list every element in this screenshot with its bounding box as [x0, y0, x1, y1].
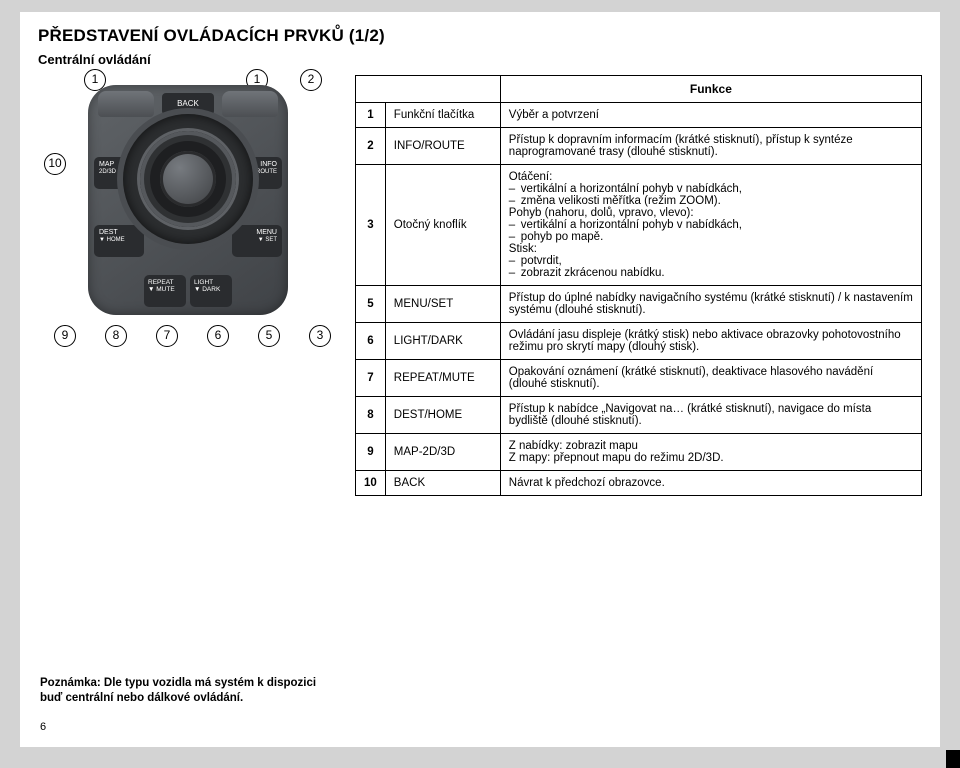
back-button-label: BACK — [162, 93, 214, 115]
page-tab-marker — [946, 750, 960, 768]
table-row: 1Funkční tlačítkaVýběr a potvrzení — [356, 103, 922, 128]
row-name: Funkční tlačítka — [385, 103, 500, 128]
light-button: LIGHT ▼ DARK — [190, 275, 232, 307]
light-l2: ▼ DARK — [194, 286, 220, 293]
row-number: 7 — [356, 360, 386, 397]
manual-page: PŘEDSTAVENÍ OVLÁDACÍCH PRVKŮ (1/2) Centr… — [20, 12, 940, 747]
row-desc: Opakování oznámení (krátké stisknutí), d… — [500, 360, 921, 397]
menu-l2: ▼ SET — [237, 237, 277, 244]
table-row: 3Otočný knoflíkOtáčení:vertikální a hori… — [356, 165, 922, 286]
table-row: 7REPEAT/MUTEOpakování oznámení (krátké s… — [356, 360, 922, 397]
row-number: 10 — [356, 471, 386, 496]
row-desc: Otáčení:vertikální a horizontální pohyb … — [500, 165, 921, 286]
table-row: 6LIGHT/DARKOvládání jasu displeje (krátk… — [356, 323, 922, 360]
dest-l2: ▼ HOME — [99, 237, 139, 244]
row-number: 9 — [356, 434, 386, 471]
row-desc: Ovládání jasu displeje (krátký stisk) ne… — [500, 323, 921, 360]
callout-3: 3 — [309, 325, 331, 347]
callout-7: 7 — [156, 325, 178, 347]
device-body: BACK MAP 2D/3D INFO ▼ROUTE DEST ▼ HOME — [88, 85, 288, 315]
page-number: 6 — [40, 721, 46, 733]
info-l1: INFO — [260, 161, 277, 168]
row-number: 8 — [356, 397, 386, 434]
dial-ring — [140, 131, 236, 227]
callout-8: 8 — [105, 325, 127, 347]
callout-6: 6 — [207, 325, 229, 347]
footnote-text: Poznámka: Dle typu vozidla má systém k d… — [40, 677, 316, 705]
repeat-l2: ▼ MUTE — [148, 286, 175, 293]
row-number: 3 — [356, 165, 386, 286]
functions-table: Funkce 1Funkční tlačítkaVýběr a potvrzen… — [355, 75, 922, 496]
callout-10: 10 — [44, 153, 66, 175]
row-desc: Z nabídky: zobrazit mapuZ mapy: přepnout… — [500, 434, 921, 471]
footnote: Poznámka: Dle typu vozidla má systém k d… — [40, 676, 320, 707]
row-name: MENU/SET — [385, 286, 500, 323]
row-name: Otočný knoflík — [385, 165, 500, 286]
callout-2: 2 — [300, 69, 322, 91]
left-column: 1 1 2 10 BACK MAP 2D/3D INFO ▼ROUTE — [38, 75, 343, 496]
map-l1: MAP — [99, 161, 114, 168]
callout-9: 9 — [54, 325, 76, 347]
table-body: 1Funkční tlačítkaVýběr a potvrzení2INFO/… — [356, 103, 922, 496]
dial-center — [160, 151, 216, 207]
row-number: 5 — [356, 286, 386, 323]
row-number: 1 — [356, 103, 386, 128]
table-row: 2INFO/ROUTEPřístup k dopravním informací… — [356, 128, 922, 165]
row-name: BACK — [385, 471, 500, 496]
row-desc: Přístup k dopravním informacím (krátké s… — [500, 128, 921, 165]
row-desc: Návrat k předchozí obrazovce. — [500, 471, 921, 496]
page-title: PŘEDSTAVENÍ OVLÁDACÍCH PRVKŮ (1/2) — [38, 26, 922, 46]
table-header-row: Funkce — [356, 76, 922, 103]
row-name: INFO/ROUTE — [385, 128, 500, 165]
row-number: 6 — [356, 323, 386, 360]
callout-5: 5 — [258, 325, 280, 347]
menu-l1: MENU — [256, 229, 277, 236]
dest-l1: DEST — [99, 229, 118, 236]
table-row: 5MENU/SETPřístup do úplné nabídky naviga… — [356, 286, 922, 323]
dest-button: DEST ▼ HOME — [94, 225, 144, 257]
table-header: Funkce — [500, 76, 921, 103]
table-row: 8DEST/HOMEPřístup k nabídce „Navigovat n… — [356, 397, 922, 434]
row-desc: Přístup k nabídce „Navigovat na… (krátké… — [500, 397, 921, 434]
row-number: 2 — [356, 128, 386, 165]
table-row: 9MAP-2D/3DZ nabídky: zobrazit mapuZ mapy… — [356, 434, 922, 471]
content-columns: 1 1 2 10 BACK MAP 2D/3D INFO ▼ROUTE — [38, 75, 922, 496]
row-name: LIGHT/DARK — [385, 323, 500, 360]
table-row: 10BACKNávrat k předchozí obrazovce. — [356, 471, 922, 496]
light-l1: LIGHT — [194, 279, 213, 286]
device-illustration: 1 1 2 10 BACK MAP 2D/3D INFO ▼ROUTE — [38, 75, 343, 385]
fn-button-right — [222, 91, 278, 117]
fn-button-left — [98, 91, 154, 117]
row-name: REPEAT/MUTE — [385, 360, 500, 397]
row-desc: Přístup do úplné nabídky navigačního sys… — [500, 286, 921, 323]
row-desc: Výběr a potvrzení — [500, 103, 921, 128]
right-column: Funkce 1Funkční tlačítkaVýběr a potvrzen… — [355, 75, 922, 496]
row-name: MAP-2D/3D — [385, 434, 500, 471]
rotary-dial — [123, 114, 253, 244]
row-name: DEST/HOME — [385, 397, 500, 434]
callout-bottom-row: 9 8 7 6 5 3 — [54, 325, 331, 347]
menu-button: MENU ▼ SET — [232, 225, 282, 257]
repeat-button: REPEAT ▼ MUTE — [144, 275, 186, 307]
page-subtitle: Centrální ovládání — [38, 52, 922, 67]
repeat-l1: REPEAT — [148, 279, 174, 286]
